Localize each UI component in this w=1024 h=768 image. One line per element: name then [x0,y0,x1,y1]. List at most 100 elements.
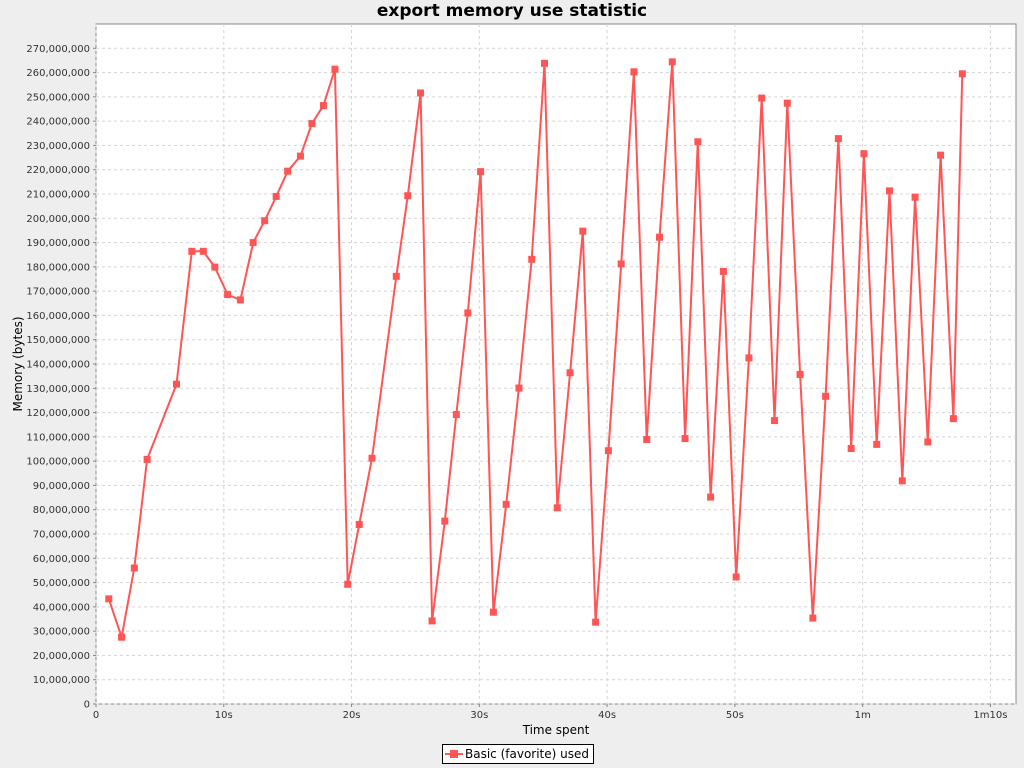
data-point [694,138,702,146]
data-point [368,454,376,462]
data-point [656,233,663,241]
data-point [809,614,817,622]
data-point [502,500,510,508]
y-tick-label: 70,000,000 [33,530,90,541]
x-tick-label: 30s [470,710,488,721]
data-point [949,415,957,423]
x-tick-label: 1m [855,710,871,721]
data-point [834,135,842,143]
data-point [173,380,180,388]
data-point [617,260,625,268]
data-point [771,417,778,425]
y-tick-label: 80,000,000 [33,505,90,516]
x-tick-label: 50s [726,710,744,721]
y-tick-label: 220,000,000 [26,165,90,176]
x-axis-title: Time spent [522,723,590,737]
data-point [392,272,400,280]
y-tick-label: 230,000,000 [26,141,90,152]
y-tick-label: 30,000,000 [33,627,90,638]
data-point [579,227,587,235]
data-point [796,370,804,378]
y-tick-label: 0 [84,700,90,711]
x-tick-label: 0 [93,710,99,721]
data-point [417,89,425,97]
y-tick-label: 270,000,000 [26,44,90,55]
series-layer [105,58,966,641]
data-point [464,309,472,317]
data-point [958,70,966,78]
data-point [441,517,449,525]
data-point [822,392,830,400]
data-point [489,608,497,616]
data-point [319,102,327,110]
data-point [541,59,548,67]
data-point [592,618,600,626]
data-point [224,291,232,299]
x-tick-label: 1m10s [973,710,1007,721]
y-tick-label: 110,000,000 [26,432,90,443]
data-point [911,193,919,201]
y-tick-label: 10,000,000 [33,675,90,686]
data-point [758,94,766,102]
y-tick-label: 130,000,000 [26,384,90,395]
y-tick-label: 160,000,000 [26,311,90,322]
y-tick-label: 170,000,000 [26,287,90,298]
data-point [261,217,269,225]
data-point [296,152,304,160]
data-point [604,447,612,455]
y-tick-label: 200,000,000 [26,214,90,225]
y-tick-label: 240,000,000 [26,117,90,128]
chart-title: export memory use statistic [376,1,648,21]
legend: Basic (favorite) used [442,744,594,764]
data-point [528,255,536,263]
data-point [630,68,638,76]
data-point [873,440,881,448]
data-point [272,192,280,200]
data-point [643,436,651,444]
data-point [515,384,523,392]
legend-label: Basic (favorite) used [465,747,589,761]
data-point [452,411,460,419]
data-point [707,493,715,501]
data-point [477,168,485,176]
data-point [331,65,339,73]
y-tick-label: 260,000,000 [26,68,90,79]
data-point [118,633,126,641]
data-point [553,504,561,512]
legend-swatch-icon [445,748,463,760]
y-tick-label: 210,000,000 [26,190,90,201]
data-point [284,167,292,175]
y-tick-label: 100,000,000 [26,457,90,468]
y-tick-label: 140,000,000 [26,360,90,371]
data-point [344,580,352,588]
data-point [886,187,893,195]
data-point [249,239,257,247]
y-tick-label: 50,000,000 [33,578,90,589]
x-tick-label: 10s [215,710,233,721]
y-tick-label: 180,000,000 [26,262,90,273]
data-point [428,617,436,625]
data-point [143,455,151,463]
y-tick-label: 40,000,000 [33,602,90,613]
data-point [937,151,945,159]
data-point [924,438,932,446]
data-point [566,369,574,377]
axes: 0 10,000,000 20,000,000 30,000,000 40,000,00… [26,44,1007,721]
data-point [719,267,727,275]
data-point [355,521,363,529]
data-point [308,120,316,128]
y-tick-label: 20,000,000 [33,651,90,662]
data-point [211,263,219,271]
y-axis-title: Memory (bytes) [11,316,25,411]
data-point [681,435,689,443]
data-point [236,296,244,304]
data-point [847,445,855,453]
data-point [404,192,412,200]
data-point [783,99,791,107]
y-tick-label: 190,000,000 [26,238,90,249]
data-point [860,150,868,158]
grid-lines [95,24,1016,705]
data-point [668,58,676,66]
data-point [732,573,740,581]
